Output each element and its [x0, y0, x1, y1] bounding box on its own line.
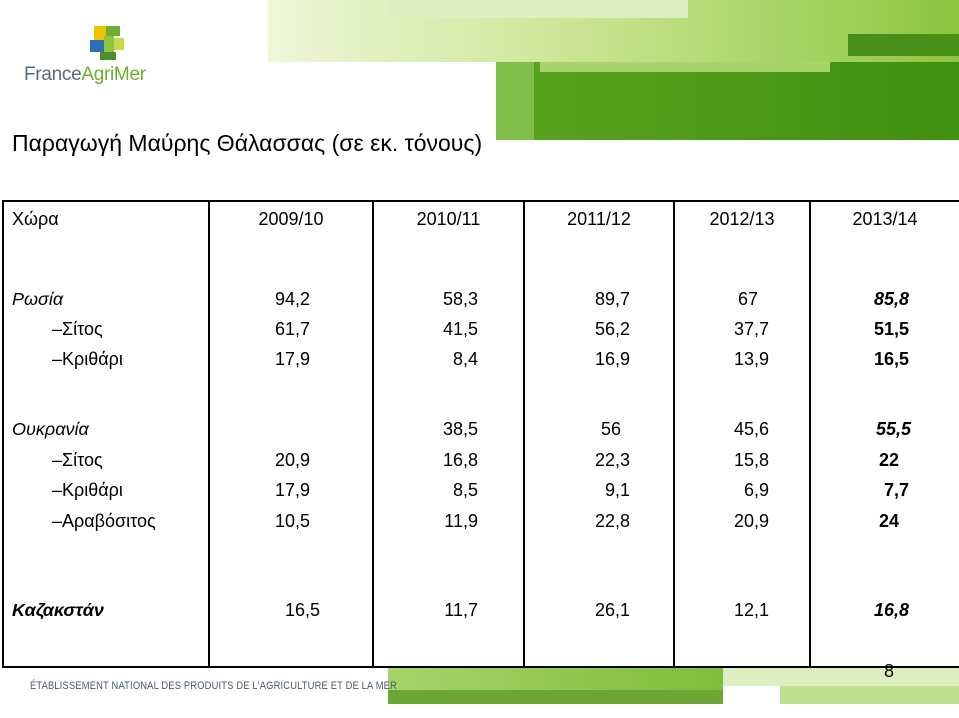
footer-organization-text: ÉTABLISSEMENT NATIONAL DES PRODUITS DE L… — [30, 680, 398, 692]
table-cell: 94,2 — [274, 289, 310, 309]
franceagrimer-logo: FranceAgriMer — [24, 26, 164, 86]
footer-band-dark — [388, 690, 723, 704]
table-cell: 17,9 — [274, 349, 310, 369]
table-cell: 56 — [600, 419, 621, 439]
footer-band — [388, 668, 723, 690]
table-cell: 15,8 — [733, 450, 769, 470]
header-year: 2009/10 — [258, 209, 324, 229]
row-label-barley: –Κριθάρι — [52, 349, 123, 369]
table-cell: 9,1 — [604, 480, 630, 500]
table-cell: 24 — [878, 511, 899, 531]
page-number: 8 — [884, 661, 895, 681]
row-label-wheat: –Σίτος — [52, 450, 103, 470]
table-cell: 38,5 — [442, 419, 478, 439]
column-divider — [673, 200, 675, 668]
table-cell: 85,8 — [873, 289, 909, 309]
table-cell: 67 — [737, 289, 758, 309]
table-cell: 22 — [878, 450, 899, 470]
table-top-border — [2, 200, 959, 202]
table-cell: 55,5 — [875, 419, 911, 439]
row-label-maize: –Αραβόσιτος — [52, 511, 156, 531]
table-cell: 11,7 — [444, 600, 478, 620]
header-year: 2010/11 — [416, 209, 481, 229]
column-divider — [809, 200, 811, 668]
table-cell: 56,2 — [594, 319, 630, 339]
header-band-stripe — [540, 62, 830, 72]
row-label-ukraine: Ουκρανία — [12, 419, 89, 439]
table-left-border — [2, 200, 4, 668]
table-cell: 89,7 — [594, 289, 630, 309]
row-label-russia: Ρωσία — [12, 289, 64, 309]
column-divider — [208, 200, 210, 668]
table-cell: 17,9 — [274, 480, 310, 500]
table-cell: 41,5 — [442, 319, 478, 339]
table-cell: 20,9 — [274, 450, 310, 470]
table-cell: 22,3 — [594, 450, 630, 470]
table-cell: 10,5 — [274, 511, 310, 531]
footer-band-light — [780, 686, 959, 704]
table-cell: 26,1 — [594, 600, 630, 620]
table-cell: 51,5 — [873, 319, 909, 339]
header-year: 2012/13 — [709, 209, 775, 229]
table-cell: 61,7 — [274, 319, 310, 339]
table-cell: 11,9 — [444, 511, 478, 531]
footer-band-pale — [723, 668, 959, 686]
table-cell: 16,9 — [594, 349, 630, 369]
table-cell: 12,1 — [733, 600, 769, 620]
row-label-kazakhstan: Καζακστάν — [12, 600, 104, 620]
logo-mark-icon — [86, 26, 130, 64]
table-cell: 6,9 — [743, 480, 769, 500]
row-label-wheat: –Σίτος — [52, 319, 103, 339]
table-cell: 45,6 — [733, 419, 769, 439]
header-year: 2011/12 — [567, 209, 631, 229]
table-bottom-border — [2, 666, 959, 668]
page-title: Παραγωγή Μαύρης Θάλασσας (σε εκ. τόνους) — [12, 130, 483, 156]
table-cell: 16,8 — [873, 600, 909, 620]
table-cell: 37,7 — [733, 319, 769, 339]
row-label-barley: –Κριθάρι — [52, 480, 123, 500]
header-year: 2013/14 — [852, 209, 918, 229]
table-cell: 58,3 — [442, 289, 478, 309]
header-band-corner — [848, 34, 959, 56]
table-cell: 8,5 — [452, 480, 478, 500]
table-cell: 16,5 — [284, 600, 320, 620]
column-divider — [523, 200, 525, 668]
header-band-accent — [496, 62, 534, 140]
table-cell: 16,8 — [442, 450, 478, 470]
table-cell: 22,8 — [594, 511, 630, 531]
header-country: Χώρα — [12, 209, 59, 229]
table-cell: 20,9 — [733, 511, 769, 531]
logo-text: FranceAgriMer — [24, 64, 146, 85]
table-cell: 13,9 — [733, 349, 769, 369]
header-band-dark — [496, 62, 959, 140]
table-cell: 16,5 — [873, 349, 909, 369]
header-band-pale — [388, 0, 688, 18]
table-cell: 8,4 — [452, 349, 478, 369]
table-cell: 7,7 — [883, 480, 909, 500]
column-divider — [372, 200, 374, 668]
